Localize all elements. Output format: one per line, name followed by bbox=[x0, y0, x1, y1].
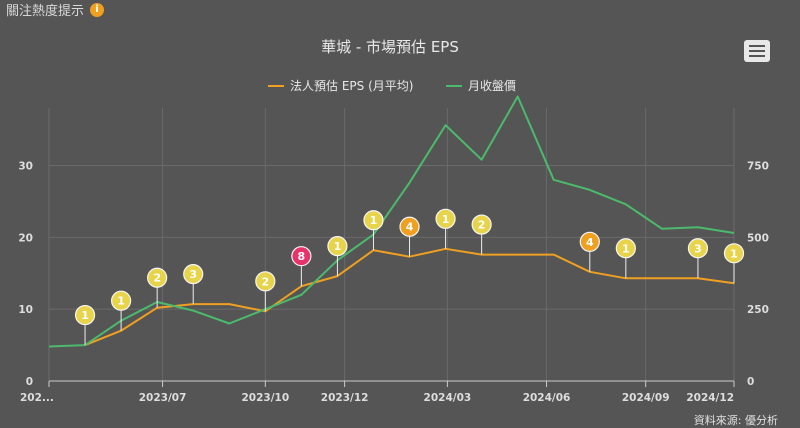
legend-label: 月收盤價 bbox=[468, 79, 516, 93]
eps-series-line bbox=[84, 247, 735, 347]
attention-badge-count: 2 bbox=[261, 275, 269, 288]
attention-badge[interactable] bbox=[435, 208, 456, 229]
y-left-tick-label: 0 bbox=[26, 376, 33, 388]
chart-title: 華城 - 市場預估 EPS bbox=[321, 38, 459, 56]
attention-badge-count: 1 bbox=[730, 247, 738, 260]
attention-badge[interactable] bbox=[615, 238, 636, 259]
y-left-tick-label: 10 bbox=[18, 304, 33, 316]
x-tick-label: 2024/06 bbox=[523, 392, 571, 404]
x-tick-label: 2023/12 bbox=[321, 392, 369, 404]
hint-label: 關注熱度提示 bbox=[6, 4, 85, 19]
x-tick-label: 2024/09 bbox=[622, 392, 670, 404]
x-tick-label: 202... bbox=[20, 392, 54, 404]
attention-badge-count: 2 bbox=[478, 219, 486, 232]
x-tick-label: 2024/12 bbox=[686, 392, 734, 404]
attention-badge[interactable] bbox=[183, 264, 204, 285]
chart-legend[interactable]: 法人預估 EPS (月平均) 月收盤價 bbox=[268, 79, 516, 93]
chart-menu-button[interactable] bbox=[744, 40, 770, 62]
y-right-tick-label: 500 bbox=[747, 232, 769, 244]
attention-badge-count: 1 bbox=[622, 242, 630, 255]
attention-badge[interactable] bbox=[471, 214, 492, 235]
attention-badge-count: 3 bbox=[189, 268, 197, 281]
y-left-tick-label: 20 bbox=[18, 232, 33, 244]
attention-badge[interactable] bbox=[291, 246, 312, 267]
chart-axes: 202... 2023/07 2023/10 2023/12 2024/03 2024/0… bbox=[18, 160, 769, 404]
attention-badge-count: 1 bbox=[81, 309, 89, 322]
attention-badge[interactable] bbox=[363, 210, 384, 231]
price-series-line bbox=[48, 95, 735, 348]
attention-badge-count: 4 bbox=[586, 236, 594, 249]
attention-hint: 關注熱度提示 i bbox=[6, 0, 105, 19]
y-right-tick-label: 750 bbox=[747, 160, 769, 172]
x-tick-label: 2023/07 bbox=[139, 392, 187, 404]
attention-badge[interactable] bbox=[687, 238, 709, 259]
info-icon[interactable]: i bbox=[90, 2, 105, 17]
attention-badge-count: 1 bbox=[370, 214, 378, 227]
attention-badge-count: 4 bbox=[406, 221, 414, 234]
attention-badge[interactable] bbox=[111, 290, 132, 311]
attention-badge[interactable] bbox=[579, 231, 600, 252]
attention-badge-count: 8 bbox=[298, 250, 306, 263]
attention-badge[interactable] bbox=[327, 236, 348, 257]
attention-badge[interactable] bbox=[255, 271, 276, 292]
attention-badge-count: 1 bbox=[442, 213, 450, 226]
attention-badge-count: 1 bbox=[117, 295, 125, 308]
legend-label: 法人預估 EPS (月平均) bbox=[290, 79, 413, 93]
attention-badge-count: 1 bbox=[334, 240, 342, 253]
attention-badge[interactable] bbox=[74, 304, 96, 326]
y-left-tick-label: 30 bbox=[18, 160, 33, 172]
y-right-tick-label: 0 bbox=[747, 376, 754, 388]
y-right-tick-label: 250 bbox=[747, 304, 769, 316]
attention-badge[interactable] bbox=[147, 267, 168, 288]
attention-badge[interactable] bbox=[723, 243, 745, 264]
chart-grid bbox=[48, 108, 735, 382]
attention-badges[interactable]: 1 1 2 3 2 8 1 1 4 1 2 4 1 3 1 bbox=[74, 208, 745, 346]
x-tick-label: 2023/10 bbox=[241, 392, 289, 404]
attention-badge-count: 3 bbox=[694, 242, 702, 255]
attention-badge[interactable] bbox=[399, 216, 420, 237]
hamburger-menu-icon bbox=[749, 45, 765, 47]
x-tick-label: 2024/03 bbox=[424, 392, 472, 404]
source-label: 資料來源: 優分析 bbox=[693, 414, 778, 427]
attention-badge-count: 2 bbox=[153, 272, 161, 285]
